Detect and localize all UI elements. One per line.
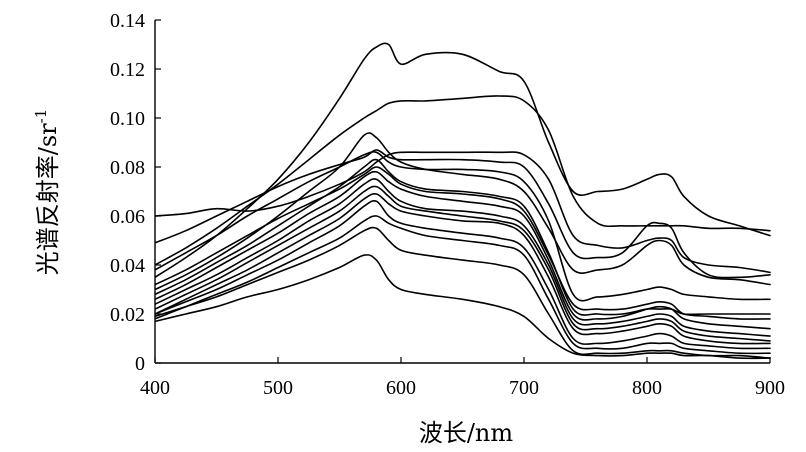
series-line-15	[155, 226, 771, 359]
y-tick-label: 0	[135, 353, 145, 375]
series-line-12	[155, 192, 771, 345]
series-line-9	[155, 170, 771, 330]
series-line-14	[155, 215, 771, 355]
x-tick-label: 600	[386, 377, 416, 399]
y-ticks: 0 0.02 0.04 0.06 0.08 0.10 0.12 0.14	[110, 10, 161, 375]
y-axis-title: 光谱反射率/sr-1	[32, 109, 62, 276]
y-tick-label: 0.02	[110, 304, 145, 326]
series-line-1	[155, 42, 771, 279]
series-line-7	[155, 166, 771, 320]
x-tick-label: 700	[509, 377, 539, 399]
series-line-10	[155, 178, 771, 337]
y-tick-label: 0.04	[110, 255, 145, 277]
x-ticks: 400 500 600 700 800 900	[140, 357, 785, 399]
series-line-16	[155, 254, 771, 360]
y-tick-label: 0.06	[110, 206, 145, 228]
y-tick-label: 0.10	[110, 108, 145, 130]
series-line-11	[155, 185, 771, 342]
y-tick-label: 0.14	[110, 10, 145, 32]
series-line-2	[155, 95, 771, 266]
y-tick-label: 0.08	[110, 157, 145, 179]
y-tick-label: 0.12	[110, 59, 145, 81]
series-line-6	[155, 151, 771, 302]
series-group	[155, 42, 771, 360]
y-axis-title-main: 光谱反射率/sr	[34, 123, 62, 275]
x-tick-label: 900	[755, 377, 785, 399]
series-line-5	[155, 132, 771, 291]
series-line-4	[155, 149, 771, 279]
x-tick-label: 500	[263, 377, 293, 399]
x-tick-label: 800	[632, 377, 662, 399]
series-line-13	[155, 200, 771, 350]
series-line-3	[155, 151, 771, 274]
x-tick-label: 400	[140, 377, 170, 399]
x-axis-title: 波长/nm	[419, 419, 514, 447]
y-axis-title-superscript: -1	[32, 109, 50, 124]
